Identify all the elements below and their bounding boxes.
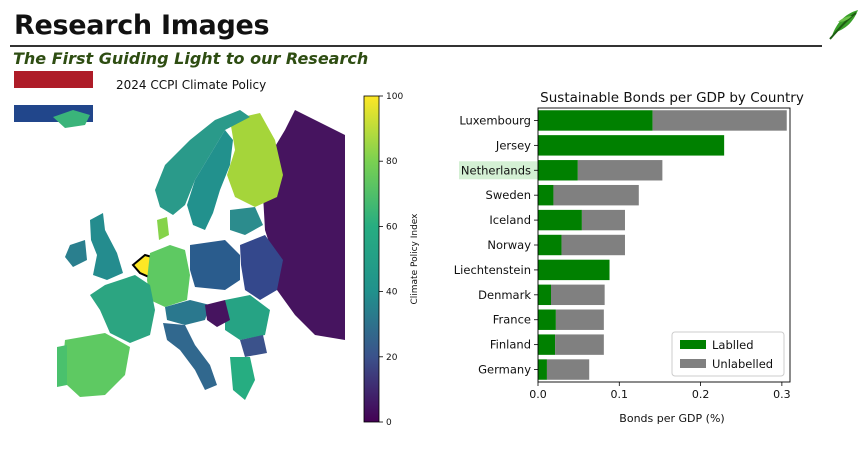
y-tick-label: Norway <box>487 238 531 252</box>
bar-segment-labelled <box>538 160 578 181</box>
map-title: 2024 CCPI Climate Policy <box>116 78 267 92</box>
bar-segment-unlabelled <box>555 334 604 355</box>
region-norway <box>155 110 250 215</box>
x-tick-label: 0.3 <box>773 388 791 401</box>
region-sweden <box>187 130 233 230</box>
region-portugal <box>57 345 67 387</box>
x-tick-label: 0.0 <box>529 388 547 401</box>
region-ukraine <box>240 235 283 300</box>
colorbar-tick-label: 80 <box>386 157 398 167</box>
region-central-europe <box>165 300 210 325</box>
region-uk <box>90 213 123 280</box>
y-tick-label: France <box>493 313 531 327</box>
region-italy <box>163 323 217 390</box>
bar-segment-unlabelled <box>551 284 605 306</box>
y-tick-label: Sweden <box>486 188 531 202</box>
bar-segment-labelled <box>538 135 725 156</box>
colorbar-tick-label: 0 <box>386 418 392 428</box>
colorbar-tick-label: 60 <box>386 222 398 232</box>
sustainable-bonds-bar-chart: Sustainable Bonds per GDP by Country Lux… <box>454 90 804 425</box>
region-ireland <box>65 240 87 267</box>
y-tick-label: Luxembourg <box>459 113 531 127</box>
legend-label: Lablled <box>712 338 754 352</box>
y-tick-label: Iceland <box>489 213 531 227</box>
page-subtitle: The First Guiding Light to our Research <box>13 49 369 68</box>
page-title: Research Images <box>14 10 270 41</box>
highlight-box <box>459 161 545 180</box>
colorbar-label: Climate Policy Index <box>410 213 420 305</box>
bar-segment-labelled <box>538 234 562 256</box>
x-axis-label: Bonds per GDP (%) <box>619 412 724 425</box>
bar-segment-labelled <box>538 334 556 355</box>
colorbar-gradient <box>363 95 380 423</box>
bar-segment-unlabelled <box>561 234 625 256</box>
bar-segment-unlabelled <box>553 184 639 206</box>
europe-choropleth-map <box>53 110 345 400</box>
bar-segment-labelled <box>538 259 610 281</box>
bar-segment-unlabelled <box>546 359 590 380</box>
colorbar-tick-label: 20 <box>386 353 398 363</box>
colorbar: 0 20 40 60 80 100 Climate Policy Index <box>363 92 420 428</box>
colorbar-tick-label: 100 <box>386 92 403 102</box>
region-germany <box>147 245 190 307</box>
region-finland <box>227 113 283 207</box>
legend-label: Unlabelled <box>712 357 773 371</box>
region-poland <box>190 240 240 290</box>
y-tick-label: Germany <box>478 363 531 377</box>
bar-segment-labelled <box>538 184 554 206</box>
region-balkans <box>205 300 230 327</box>
region-baltics <box>230 207 263 235</box>
y-tick-label: Liechtenstein <box>454 263 531 277</box>
flag-white-stripe <box>14 88 93 105</box>
bar-segment-unlabelled <box>577 160 663 181</box>
title-divider <box>10 45 822 47</box>
bar-segment-unlabelled <box>581 209 625 231</box>
bar-segment-unlabelled <box>555 309 604 330</box>
flag-red-stripe <box>14 71 93 88</box>
colorbar-ticks: 0 20 40 60 80 100 <box>379 92 403 428</box>
y-tick-label: Jersey <box>495 138 531 152</box>
plot-frame <box>537 107 791 383</box>
legend-swatch <box>680 359 706 368</box>
bar-segment-labelled <box>538 110 653 131</box>
region-russia <box>263 110 345 340</box>
chart-title: Sustainable Bonds per GDP by Country <box>540 90 804 106</box>
leaf-logo-icon <box>829 10 858 40</box>
bar-segment-labelled <box>538 284 552 306</box>
bar-segment-labelled <box>538 309 556 330</box>
region-denmark <box>157 217 169 240</box>
colorbar-tick-label: 40 <box>386 288 398 298</box>
region-iceland <box>53 110 90 128</box>
region-greece <box>230 357 255 400</box>
bar-segment-labelled <box>538 209 582 231</box>
bar-segment-labelled <box>538 359 547 380</box>
y-tick-label: Netherlands <box>461 163 531 177</box>
y-tick-label: Denmark <box>478 288 531 302</box>
region-romania <box>225 295 270 340</box>
y-tick-label: Finland <box>490 338 531 352</box>
region-iberia <box>63 333 130 397</box>
bar-segment-unlabelled <box>652 110 787 131</box>
region-france <box>90 275 155 343</box>
region-bulgaria <box>240 335 267 357</box>
netherlands-flag <box>14 71 93 122</box>
x-tick-label: 0.2 <box>692 388 710 401</box>
x-tick-label: 0.1 <box>611 388 629 401</box>
legend-swatch <box>680 340 706 349</box>
